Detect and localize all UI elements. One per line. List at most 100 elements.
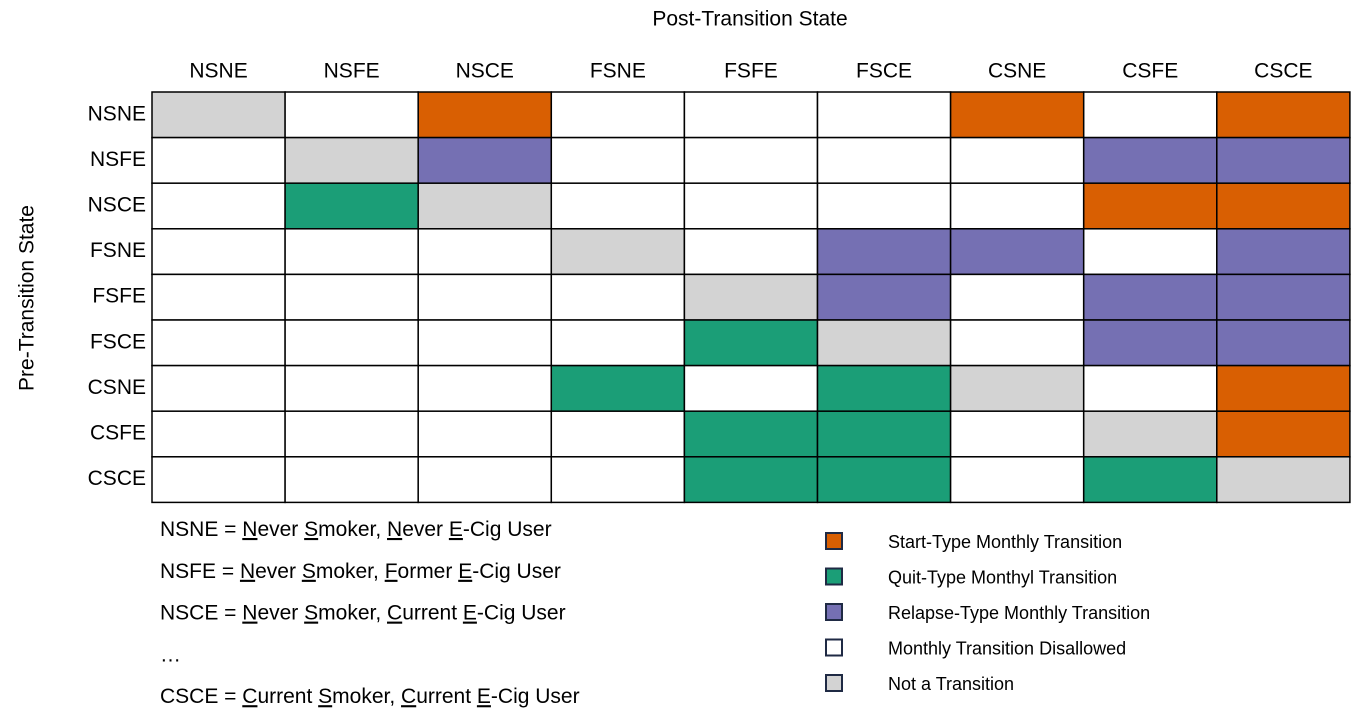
cell bbox=[417, 456, 553, 504]
cell bbox=[1082, 364, 1218, 412]
cell bbox=[1216, 136, 1351, 184]
cell bbox=[1082, 91, 1218, 139]
legend-swatch bbox=[825, 603, 843, 621]
cell bbox=[284, 228, 419, 276]
definition-part: moker, bbox=[316, 559, 385, 582]
cell bbox=[683, 319, 819, 367]
cell bbox=[949, 182, 1085, 230]
cell bbox=[550, 91, 686, 139]
definition-part: moker, bbox=[318, 601, 387, 624]
definition-part: N bbox=[387, 518, 402, 541]
cell bbox=[1216, 228, 1351, 276]
column-label: FSFE bbox=[724, 60, 778, 83]
definition-part: -Cig User bbox=[463, 518, 552, 541]
cell bbox=[151, 182, 286, 230]
definition-part: ever bbox=[255, 559, 302, 582]
legend-swatch bbox=[825, 638, 843, 657]
definition-part: ormer bbox=[398, 559, 459, 582]
cell bbox=[1082, 273, 1218, 321]
definition-part: NSFE = bbox=[160, 559, 240, 582]
cell bbox=[284, 410, 419, 458]
cell bbox=[1216, 364, 1351, 412]
cell bbox=[1216, 319, 1351, 367]
cell bbox=[816, 182, 952, 230]
cell bbox=[1216, 273, 1351, 321]
cell bbox=[284, 456, 419, 504]
cell bbox=[949, 228, 1085, 276]
cell bbox=[417, 228, 553, 276]
cell bbox=[1216, 91, 1351, 139]
cell bbox=[1082, 182, 1218, 230]
cell bbox=[417, 136, 553, 184]
cell bbox=[683, 228, 819, 276]
definition: … bbox=[160, 643, 181, 666]
row-title: Pre-Transition State bbox=[16, 205, 39, 391]
cell bbox=[683, 364, 819, 412]
cell bbox=[550, 273, 686, 321]
definition-part: E bbox=[477, 685, 491, 708]
definition-part: urrent bbox=[257, 685, 318, 708]
legend-label: Quit-Type Monthyl Transition bbox=[888, 567, 1117, 587]
cell bbox=[1216, 410, 1351, 458]
cell bbox=[816, 91, 952, 139]
cell bbox=[949, 136, 1085, 184]
cell bbox=[151, 273, 286, 321]
cell bbox=[151, 228, 286, 276]
cell bbox=[816, 456, 952, 504]
definition-part: urrent bbox=[416, 685, 477, 708]
cell bbox=[151, 364, 286, 412]
definition-part: N bbox=[240, 559, 255, 582]
cell bbox=[151, 410, 286, 458]
cell bbox=[550, 228, 686, 276]
cell bbox=[683, 410, 819, 458]
definition-part: moker, bbox=[318, 518, 387, 541]
definition-part: E bbox=[458, 559, 472, 582]
cell bbox=[949, 91, 1085, 139]
legend-label: Monthly Transition Disallowed bbox=[888, 638, 1126, 658]
legend-label: Start-Type Monthly Transition bbox=[888, 532, 1122, 552]
definition-part: S bbox=[302, 559, 316, 582]
row-label: NSCE bbox=[88, 194, 146, 217]
cell bbox=[683, 182, 819, 230]
legend-swatch bbox=[825, 567, 843, 586]
cell bbox=[151, 136, 286, 184]
cell bbox=[284, 319, 419, 367]
cell bbox=[550, 456, 686, 504]
definition-part: ever bbox=[257, 518, 304, 541]
cell bbox=[284, 91, 419, 139]
column-label: FSCE bbox=[856, 60, 912, 83]
definition-part: E bbox=[449, 518, 463, 541]
cell bbox=[417, 364, 553, 412]
column-label: CSFE bbox=[1122, 60, 1178, 83]
definition-part: S bbox=[304, 601, 318, 624]
legend-label: Relapse-Type Monthly Transition bbox=[888, 603, 1150, 623]
cell bbox=[949, 456, 1085, 504]
cell bbox=[816, 228, 952, 276]
cell bbox=[949, 364, 1085, 412]
cell bbox=[550, 182, 686, 230]
cell bbox=[417, 273, 553, 321]
definition-part: -Cig User bbox=[477, 601, 566, 624]
column-title: Post-Transition State bbox=[652, 8, 847, 31]
cell bbox=[417, 410, 553, 458]
definition-part: C bbox=[401, 685, 416, 708]
cell bbox=[417, 182, 553, 230]
column-label: NSCE bbox=[456, 60, 514, 83]
legend-label: Not a Transition bbox=[888, 674, 1014, 694]
definition: NSFE = Never Smoker, Former E-Cig User bbox=[160, 559, 561, 582]
column-label: CSCE bbox=[1254, 60, 1312, 83]
row-label: FSNE bbox=[90, 239, 146, 262]
column-label: FSNE bbox=[590, 60, 646, 83]
cell bbox=[284, 364, 419, 412]
legend-swatch bbox=[825, 674, 843, 692]
definition-part: -Cig User bbox=[491, 685, 580, 708]
cell bbox=[816, 410, 952, 458]
row-label: NSFE bbox=[90, 148, 146, 171]
definition-part: S bbox=[318, 685, 332, 708]
column-label: NSFE bbox=[324, 60, 380, 83]
cell bbox=[949, 410, 1085, 458]
definition-part: N bbox=[242, 518, 257, 541]
cell bbox=[1082, 410, 1218, 458]
column-label: CSNE bbox=[988, 60, 1046, 83]
